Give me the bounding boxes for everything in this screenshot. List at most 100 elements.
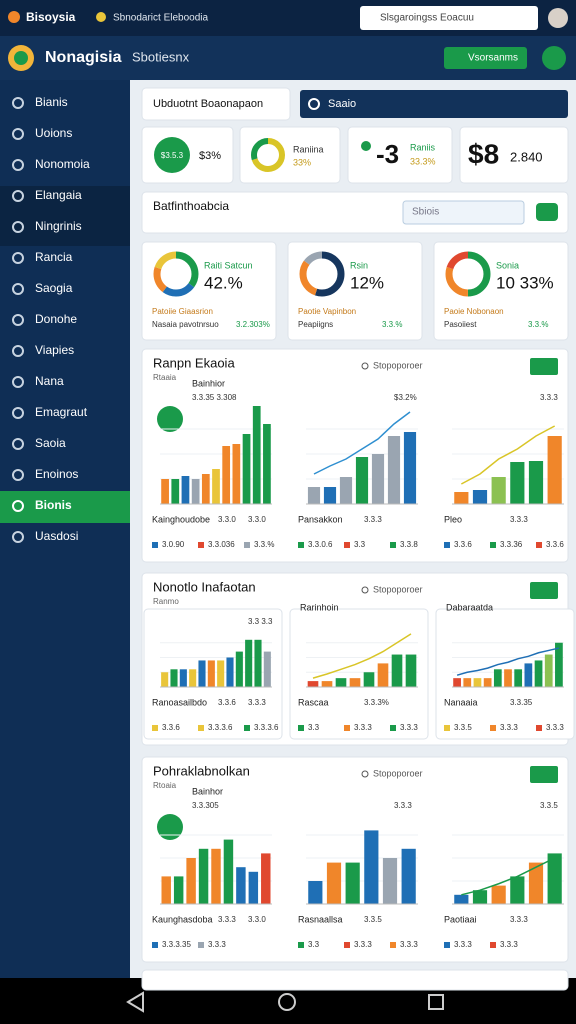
section-subtitle: Rtaaia bbox=[153, 373, 177, 382]
sidebar-item[interactable]: Enoinos bbox=[35, 467, 78, 481]
bar bbox=[349, 678, 361, 687]
section-title: Nonotlo Inafaotan bbox=[153, 579, 256, 594]
bar bbox=[555, 642, 563, 687]
kpi-label: Raniina bbox=[293, 144, 324, 154]
bar bbox=[510, 462, 525, 504]
sidebar-icon bbox=[12, 97, 24, 109]
bar bbox=[201, 474, 210, 504]
legend-swatch bbox=[390, 942, 396, 948]
sidebar-item[interactable]: Donohe bbox=[35, 312, 77, 326]
bar bbox=[355, 457, 369, 504]
sidebar-item[interactable]: Saoia bbox=[35, 436, 66, 450]
panel-note: 3.3.5 bbox=[540, 801, 558, 810]
sidebar-active bbox=[0, 491, 130, 523]
bar bbox=[307, 487, 321, 504]
toolbar-search-text: Saaio bbox=[328, 98, 356, 110]
legend-label: 3.3.3.6 bbox=[254, 723, 279, 732]
sidebar-item[interactable]: Ningrinis bbox=[35, 219, 82, 233]
section-subtitle: Ranmo bbox=[153, 597, 179, 606]
home-button[interactable] bbox=[278, 993, 296, 1011]
section-button[interactable] bbox=[530, 582, 558, 599]
bar bbox=[405, 654, 417, 687]
toolbar-search[interactable] bbox=[300, 90, 568, 118]
section-card bbox=[141, 348, 569, 563]
sidebar-item[interactable]: Emagraut bbox=[35, 405, 88, 419]
header-button[interactable] bbox=[444, 47, 527, 69]
filter-input[interactable] bbox=[402, 200, 525, 225]
caption-value: 3.3.35 bbox=[510, 698, 533, 707]
section-button[interactable] bbox=[530, 358, 558, 375]
sidebar-item[interactable]: Nana bbox=[35, 374, 64, 388]
legend-label: 3.3.36 bbox=[500, 540, 523, 549]
caption-value: 3.3.3% bbox=[364, 698, 389, 707]
panel-caption: Nanaaia bbox=[444, 697, 478, 707]
sidebar-item[interactable]: Nonomoia bbox=[35, 157, 90, 171]
caption-value: 3.3.3 bbox=[510, 915, 528, 924]
panel-caption: Pansakkon bbox=[298, 514, 343, 524]
legend-label: 3.3.3.6 bbox=[208, 723, 233, 732]
donut-segment bbox=[153, 251, 199, 297]
sidebar-item[interactable]: Elangaia bbox=[35, 188, 82, 202]
donut-segment bbox=[299, 251, 345, 297]
legend-swatch bbox=[444, 725, 450, 731]
bar bbox=[248, 871, 259, 904]
bar bbox=[547, 436, 562, 504]
sidebar-item[interactable]: Saogia bbox=[35, 281, 73, 295]
panel-caption: Paotiaai bbox=[444, 914, 477, 924]
bar bbox=[173, 876, 184, 904]
donut-caption: Patoiie Giaasrion bbox=[152, 307, 213, 316]
sidebar-item[interactable]: Uasdosi bbox=[35, 529, 78, 543]
sidebar-item[interactable]: Bionis bbox=[35, 498, 72, 512]
filter-input-text: Sbiois bbox=[412, 207, 439, 218]
bar bbox=[534, 660, 543, 687]
legend-swatch bbox=[152, 542, 158, 548]
bar bbox=[472, 890, 488, 904]
search-box[interactable] bbox=[360, 6, 538, 30]
bar bbox=[391, 654, 403, 687]
bar bbox=[211, 848, 221, 904]
kpi-icon bbox=[361, 141, 371, 151]
bar bbox=[186, 858, 196, 904]
section-subtitle: Rtoaia bbox=[153, 781, 177, 790]
sidebar-item[interactable]: Bianis bbox=[35, 95, 68, 109]
app-icon bbox=[8, 11, 20, 23]
bar bbox=[382, 858, 398, 904]
section-button[interactable] bbox=[530, 766, 558, 783]
bar bbox=[263, 424, 271, 504]
caption-value: 3.3.0 bbox=[218, 515, 236, 524]
legend-label: 3.0.90 bbox=[162, 540, 185, 549]
donut-segment bbox=[445, 251, 491, 297]
bar bbox=[252, 406, 261, 504]
section-card bbox=[141, 756, 569, 963]
bar bbox=[504, 669, 512, 687]
filter-button[interactable] bbox=[536, 203, 558, 221]
bar bbox=[245, 639, 253, 687]
donut-footer: Pasoiiest bbox=[444, 320, 477, 329]
bar bbox=[547, 853, 562, 904]
bar bbox=[189, 669, 197, 687]
recents-button[interactable] bbox=[428, 994, 444, 1010]
panel-title: Rarinhoin bbox=[300, 602, 339, 612]
caption-value: 3.3.3 bbox=[510, 515, 528, 524]
bar bbox=[161, 876, 171, 904]
legend-swatch bbox=[490, 542, 496, 548]
control-icon bbox=[361, 770, 369, 778]
bar bbox=[491, 477, 506, 504]
legend-swatch bbox=[298, 725, 304, 731]
bar bbox=[491, 885, 506, 904]
bar bbox=[223, 839, 234, 904]
donut-value: 12% bbox=[350, 273, 384, 292]
caption-value: 3.3.0 bbox=[248, 515, 266, 524]
bar bbox=[401, 848, 416, 904]
bar bbox=[217, 660, 225, 687]
trend-line bbox=[312, 633, 412, 679]
back-button[interactable] bbox=[126, 991, 144, 1013]
sidebar-icon bbox=[12, 438, 24, 450]
legend-label: 3.3.5 bbox=[454, 723, 472, 732]
bar bbox=[323, 487, 337, 504]
sidebar-item[interactable]: Viapies bbox=[35, 343, 74, 357]
sidebar-item[interactable]: Uoions bbox=[35, 126, 72, 140]
sidebar-item[interactable]: Rancia bbox=[35, 250, 73, 264]
donut-segment bbox=[299, 251, 345, 297]
legend-swatch bbox=[198, 725, 204, 731]
